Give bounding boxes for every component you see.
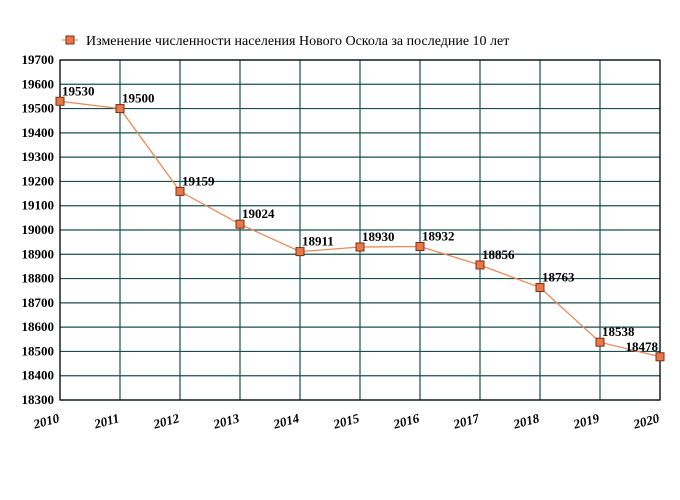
- y-axis-ticks: 19700 19600 19500 19400 19300 19200 19100 19000…: [22, 52, 55, 407]
- y-tick-label: 19400: [22, 125, 55, 140]
- y-tick-label: 18500: [22, 343, 55, 358]
- data-label-2016: 18932: [422, 229, 455, 244]
- x-tick-label: 2013: [211, 410, 241, 432]
- data-label-2017: 18856: [482, 247, 515, 262]
- data-label-2015: 18930: [362, 229, 395, 244]
- x-tick-label: 2019: [571, 410, 601, 432]
- data-point-2013: [235, 219, 245, 229]
- data-label-2012: 19159: [182, 173, 215, 188]
- x-tick-label: 2020: [631, 410, 661, 432]
- data-point-2010: [55, 96, 65, 106]
- data-point-2015: [355, 242, 365, 252]
- x-tick-label: 2016: [391, 410, 421, 432]
- data-label-2013: 19024: [242, 206, 275, 221]
- y-tick-label: 18400: [22, 368, 55, 383]
- y-tick-label: 18900: [22, 246, 55, 261]
- x-tick-label: 2015: [331, 410, 361, 432]
- data-label-2014: 18911: [302, 234, 334, 249]
- x-tick-label: 2010: [31, 410, 61, 432]
- data-point-2011: [115, 104, 125, 114]
- y-tick-label: 19700: [22, 52, 55, 67]
- chart-grid: [59, 59, 661, 401]
- y-tick-label: 19300: [22, 149, 55, 164]
- y-tick-label: 19200: [22, 173, 55, 188]
- data-point-2018: [535, 283, 545, 293]
- data-label-2011: 19500: [122, 91, 155, 106]
- data-point-2020: [655, 352, 665, 362]
- y-tick-label: 19100: [22, 198, 55, 213]
- x-axis-ticks: 2010 2011 2012 2013 2014 2015 2016 2017 2018 2019…: [31, 410, 661, 432]
- x-tick-label: 2014: [271, 410, 301, 432]
- y-tick-label: 19600: [22, 76, 55, 91]
- x-tick-label: 2012: [151, 410, 181, 432]
- data-point-2019: [595, 337, 605, 347]
- y-tick-label: 18800: [22, 271, 55, 286]
- data-label-2020: 18478: [626, 339, 659, 354]
- plot-area-border: [59, 59, 661, 401]
- y-tick-label: 19000: [22, 222, 55, 237]
- data-labels: 19530 19500 19159 19024 18911 18930 18932 18856…: [62, 83, 659, 353]
- y-tick-label: 18700: [22, 295, 55, 310]
- data-label-2010: 19530: [62, 83, 95, 98]
- chart-legend: Изменение численности населения Нового О…: [62, 34, 509, 49]
- data-point-2016: [415, 242, 425, 252]
- data-label-2018: 18763: [542, 270, 575, 285]
- x-tick-label: 2011: [91, 410, 120, 431]
- series-population: [55, 96, 665, 362]
- data-point-2012: [175, 186, 185, 196]
- x-tick-label: 2017: [451, 410, 481, 432]
- y-tick-label: 18300: [22, 392, 55, 407]
- legend-marker-sample: [65, 35, 75, 45]
- data-point-2014: [295, 247, 305, 257]
- x-tick-label: 2018: [511, 410, 541, 432]
- data-label-2019: 18538: [602, 324, 635, 339]
- y-tick-label: 19500: [22, 101, 55, 116]
- data-point-2017: [475, 260, 485, 270]
- legend-series-name: Изменение численности населения Нового О…: [86, 34, 509, 49]
- y-tick-label: 18600: [22, 319, 55, 334]
